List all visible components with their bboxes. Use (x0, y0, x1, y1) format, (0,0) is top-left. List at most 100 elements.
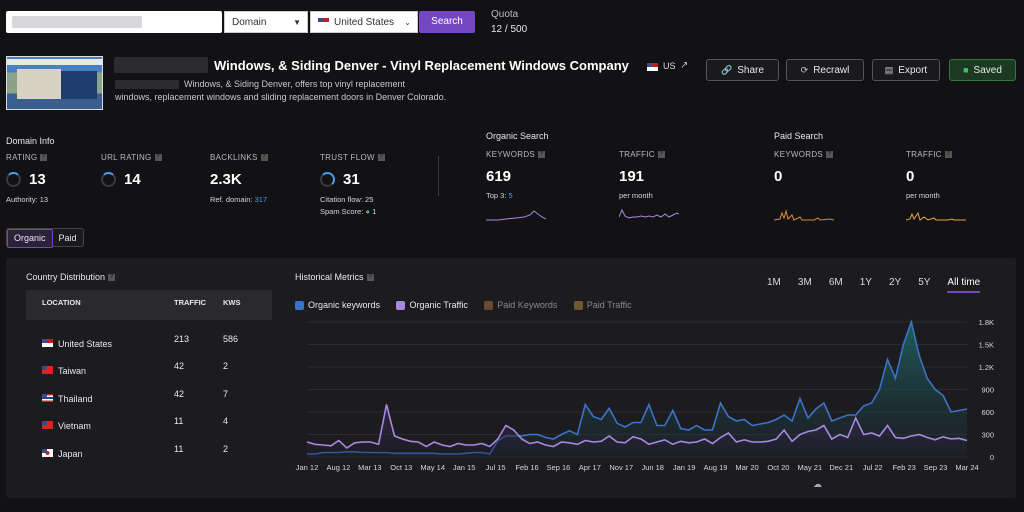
chart-logo-icon: ☁ (813, 479, 822, 489)
legend-organic-keywords[interactable]: Organic keywords (295, 300, 380, 311)
site-country: US (647, 61, 676, 71)
status-dot-icon: ● (365, 207, 370, 216)
rating-gauge-icon (6, 172, 21, 188)
help-icon[interactable]: ? (366, 274, 374, 282)
top3-value: 5 (508, 191, 513, 200)
description-rest: windows, replacement windows and sliding… (115, 92, 447, 102)
organic-traffic-sparkline (619, 208, 679, 219)
search-type-select[interactable]: Domain ▼ (224, 11, 308, 33)
help-icon[interactable]: ? (377, 154, 385, 162)
quota-value: 12 / 500 (491, 24, 528, 35)
range-all-time[interactable]: All time (947, 277, 981, 293)
url-rating-metric: 14 (101, 171, 141, 189)
domain-search-input[interactable] (6, 11, 222, 33)
taiwan-flag-icon (42, 365, 53, 374)
share-button[interactable]: 🔗 Share (706, 59, 779, 81)
table-row: Thailand 42 7 (42, 389, 272, 407)
help-icon[interactable]: ? (108, 274, 116, 282)
range-5y[interactable]: 5Y (918, 277, 931, 288)
site-thumbnail (6, 56, 103, 110)
saved-button[interactable]: ■ Saved (949, 59, 1016, 81)
help-icon[interactable]: ? (657, 151, 665, 159)
spam-score: Spam Score: ● 1 (320, 207, 377, 216)
x-tick-label: Aug 19 (704, 463, 728, 472)
redacted-text (12, 16, 142, 28)
help-icon[interactable]: ? (538, 151, 546, 159)
country-value: United States (334, 17, 395, 28)
x-tick-label: Mar 24 (955, 463, 978, 472)
paid-traffic-label: TRAFFIC? (906, 150, 952, 159)
share-label: Share (737, 65, 764, 76)
organic-paid-toggle: Organic Paid (6, 228, 84, 248)
legend-organic-traffic[interactable]: Organic Traffic (396, 300, 468, 311)
help-icon[interactable]: ? (40, 154, 48, 162)
redacted-text (115, 80, 179, 90)
organic-traffic-value: 191 (619, 168, 645, 185)
url-rating-gauge-icon (101, 172, 116, 188)
bookmark-icon: ■ (963, 65, 969, 75)
export-button[interactable]: ▤ Export (872, 59, 940, 81)
paid-keywords-sparkline (774, 209, 834, 221)
range-1m[interactable]: 1M (767, 277, 781, 288)
paid-search-title: Paid Search (774, 131, 824, 141)
help-icon[interactable]: ? (826, 151, 834, 159)
series-line-organic-traffic[interactable] (306, 404, 968, 450)
row-kws: 2 (223, 444, 229, 454)
x-tick-label: Jun 18 (641, 463, 664, 472)
x-tick-label: Mar 20 (735, 463, 758, 472)
y-tick-label: 600 (981, 408, 994, 417)
recrawl-label: Recrawl (813, 65, 850, 76)
backlinks-value: 2.3K (210, 171, 242, 188)
x-tick-label: Sep 23 (924, 463, 948, 472)
col-location[interactable]: LOCATION (42, 298, 81, 307)
quota-label: Quota (491, 9, 519, 20)
time-range-tabs: 1M 3M 6M 1Y 2Y 5Y All time (767, 272, 981, 293)
series-area-organic-traffic (307, 404, 967, 457)
japan-flag-icon (42, 448, 53, 457)
authority: Authority: 13 (6, 195, 49, 204)
search-type-value: Domain (232, 17, 267, 28)
help-icon[interactable]: ? (154, 154, 162, 162)
trust-flow-gauge-icon (320, 172, 335, 188)
row-traffic: 213 (174, 334, 190, 344)
citation-flow: Citation flow: 25 (320, 195, 374, 204)
table-row: Taiwan 42 2 (42, 361, 272, 379)
row-country: Japan (58, 449, 83, 459)
paid-keywords-label: KEYWORDS? (774, 150, 834, 159)
ref-domain-value[interactable]: 317 (254, 195, 268, 204)
legend-paid-keywords[interactable]: Paid Keywords (484, 300, 557, 311)
col-kws[interactable]: KWS (223, 298, 241, 307)
col-traffic[interactable]: TRAFFIC (174, 298, 207, 307)
external-link-icon[interactable]: ↗ (680, 60, 689, 71)
recrawl-button[interactable]: ⟳ Recrawl (786, 59, 864, 81)
help-icon[interactable]: ? (260, 154, 268, 162)
range-2y[interactable]: 2Y (888, 277, 902, 288)
historical-chart[interactable]: 0 300 600 900 1.2K 1.5K 1.8K Jan 12 Aug 12 Mar 13… (295, 315, 1000, 480)
x-tick-label: Jul 22 (863, 463, 883, 472)
tab-paid[interactable]: Paid (58, 233, 77, 243)
organic-traffic-label: TRAFFIC? (619, 150, 665, 159)
divider (438, 156, 439, 196)
search-button[interactable]: Search (419, 11, 475, 33)
x-tick-label: Aug 12 (327, 463, 351, 472)
range-6m[interactable]: 6M (828, 277, 843, 288)
site-country-code: US (663, 61, 676, 71)
tab-organic[interactable]: Organic (7, 229, 53, 248)
row-traffic: 11 (174, 416, 184, 426)
y-tick-label: 900 (981, 386, 994, 395)
range-1y[interactable]: 1Y (859, 277, 872, 288)
legend-paid-traffic[interactable]: Paid Traffic (573, 300, 632, 311)
backlinks-label: BACKLINKS? (210, 153, 268, 162)
y-tick-label: 1.8K (979, 318, 994, 327)
range-3m[interactable]: 3M (797, 277, 812, 288)
row-country: Vietnam (58, 421, 91, 431)
organic-search-title: Organic Search (486, 131, 549, 141)
x-tick-label: Dec 21 (829, 463, 853, 472)
x-tick-label: May 21 (798, 463, 823, 472)
rating-metric: 13 (6, 171, 46, 189)
export-label: Export (898, 65, 928, 76)
url-rating-value: 14 (124, 171, 141, 188)
checkbox-unchecked-icon (484, 301, 494, 311)
help-icon[interactable]: ? (944, 151, 952, 159)
country-select[interactable]: United States ⌄ (310, 11, 418, 33)
